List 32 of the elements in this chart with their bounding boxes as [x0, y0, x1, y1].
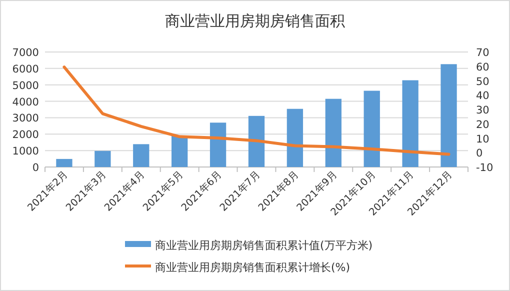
y-tick-label: 4000: [12, 96, 39, 108]
legend-label: 商业营业用房期房销售面积累计值(万平方米): [155, 239, 373, 252]
y2-tick-label: -10: [476, 162, 494, 174]
y2-tick-label: 0: [476, 148, 483, 160]
y-tick-label: 1000: [12, 146, 39, 158]
bar: [286, 108, 304, 167]
legend-label: 商业营业用房期房销售面积累计增长(%): [155, 261, 350, 274]
y-tick-label: 6000: [12, 63, 39, 76]
bar: [402, 80, 418, 167]
bar: [172, 136, 188, 167]
chart-title: 商业营业用房期房销售面积: [165, 12, 345, 30]
y2-tick-label: 20: [476, 118, 490, 131]
y2-tick-label: 50: [476, 76, 490, 88]
bar: [440, 64, 457, 167]
bar: [56, 158, 72, 167]
y-tick-label: 0: [32, 162, 39, 174]
y-tick-label: 2000: [12, 129, 39, 142]
y2-tick-label: 70: [476, 47, 490, 59]
y-tick-label: 7000: [12, 47, 39, 59]
y-tick-label: 5000: [12, 80, 39, 92]
y2-tick-label: 40: [476, 90, 490, 102]
y2-tick-label: 30: [476, 104, 490, 116]
bar: [248, 116, 265, 167]
bar: [133, 144, 150, 167]
y2-tick-label: 10: [476, 133, 490, 146]
y-tick-label: 3000: [12, 112, 39, 125]
bar: [210, 122, 226, 167]
bar: [325, 98, 342, 167]
bar: [364, 90, 380, 167]
y2-tick-label: 60: [476, 61, 490, 74]
line-series: [62, 66, 450, 156]
bar: [94, 150, 111, 167]
